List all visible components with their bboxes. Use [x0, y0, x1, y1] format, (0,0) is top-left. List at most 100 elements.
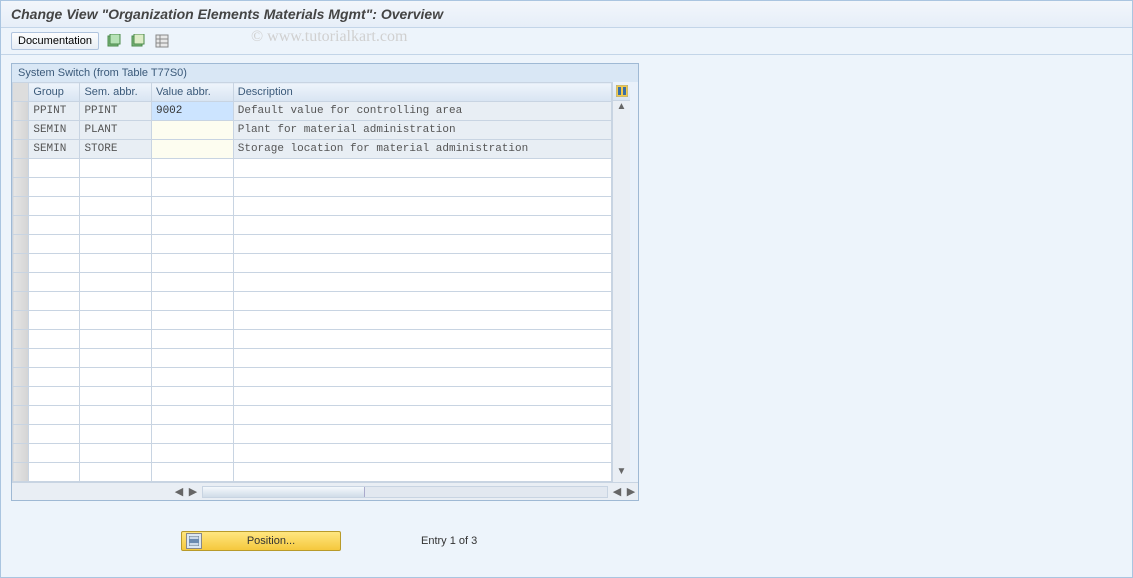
cell-value-abbr[interactable]: [151, 121, 233, 140]
cell-value-abbr[interactable]: [151, 159, 233, 178]
row-selector[interactable]: [13, 330, 29, 349]
row-selector[interactable]: [13, 444, 29, 463]
cell-value-abbr[interactable]: [151, 311, 233, 330]
row-selector[interactable]: [13, 216, 29, 235]
cell-value-abbr[interactable]: [151, 425, 233, 444]
cell-description: [233, 463, 611, 482]
cell-value-abbr[interactable]: [151, 216, 233, 235]
cell-group: [29, 463, 80, 482]
cell-value-abbr[interactable]: [151, 444, 233, 463]
cell-value-abbr[interactable]: [151, 178, 233, 197]
cell-description: Plant for material administration: [233, 121, 611, 140]
table-row: [13, 463, 612, 482]
cell-value-abbr[interactable]: [151, 292, 233, 311]
table-settings-icon[interactable]: [153, 32, 171, 50]
table-row: [13, 159, 612, 178]
table-row: [13, 349, 612, 368]
row-selector[interactable]: [13, 254, 29, 273]
table-row: [13, 444, 612, 463]
row-selector[interactable]: [13, 178, 29, 197]
row-selector[interactable]: [13, 292, 29, 311]
cell-value-abbr[interactable]: [151, 406, 233, 425]
cell-group: [29, 216, 80, 235]
horizontal-scrollbar[interactable]: ◀ ▶ ◀ ▶: [12, 482, 638, 500]
cell-group: [29, 406, 80, 425]
copy-icon[interactable]: [129, 32, 147, 50]
cell-description: [233, 216, 611, 235]
col-header-sem-abbr[interactable]: Sem. abbr.: [80, 83, 152, 102]
row-selector[interactable]: [13, 197, 29, 216]
scroll-left-icon[interactable]: ◀: [172, 485, 186, 498]
table-row: [13, 197, 612, 216]
cell-value-abbr[interactable]: [151, 368, 233, 387]
table-row: SEMINPLANTPlant for material administrat…: [13, 121, 612, 140]
row-selector[interactable]: [13, 273, 29, 292]
cell-value-abbr[interactable]: [151, 349, 233, 368]
cell-description: [233, 197, 611, 216]
documentation-button[interactable]: Documentation: [11, 32, 99, 50]
row-selector[interactable]: [13, 406, 29, 425]
vertical-scrollbar[interactable]: ▲ ▼: [612, 82, 630, 482]
hscroll-thumb[interactable]: [203, 487, 365, 497]
page-title: Change View "Organization Elements Mater…: [11, 6, 443, 22]
row-selector[interactable]: [13, 159, 29, 178]
row-selector[interactable]: [13, 102, 29, 121]
header-select-all[interactable]: [13, 83, 29, 102]
cell-group: [29, 387, 80, 406]
cell-description: [233, 159, 611, 178]
cell-value-abbr[interactable]: [151, 140, 233, 159]
position-button-label: Position...: [206, 535, 336, 547]
cell-group: [29, 254, 80, 273]
scroll-right-icon[interactable]: ▶: [186, 485, 200, 498]
cell-value-abbr[interactable]: [151, 463, 233, 482]
table-row: [13, 330, 612, 349]
cell-sem-abbr: [80, 406, 152, 425]
row-selector[interactable]: [13, 121, 29, 140]
scroll-left-end-icon[interactable]: ◀: [610, 485, 624, 498]
cell-value-abbr[interactable]: [151, 254, 233, 273]
cell-value-abbr[interactable]: [151, 330, 233, 349]
cell-description: Default value for controlling area: [233, 102, 611, 121]
position-button[interactable]: Position...: [181, 531, 341, 551]
row-selector[interactable]: [13, 311, 29, 330]
cell-group: [29, 444, 80, 463]
scroll-right-end-icon[interactable]: ▶: [624, 485, 638, 498]
table-row: [13, 273, 612, 292]
cell-group: [29, 197, 80, 216]
cell-sem-abbr: [80, 463, 152, 482]
cell-value-abbr[interactable]: 9002: [151, 102, 233, 121]
cell-sem-abbr: [80, 273, 152, 292]
row-selector[interactable]: [13, 349, 29, 368]
table-row: [13, 406, 612, 425]
cell-group: PPINT: [29, 102, 80, 121]
scroll-down-icon[interactable]: ▼: [617, 466, 627, 482]
scroll-up-icon[interactable]: ▲: [617, 101, 627, 117]
cell-sem-abbr: PPINT: [80, 102, 152, 121]
cell-sem-abbr: [80, 330, 152, 349]
cell-value-abbr[interactable]: [151, 387, 233, 406]
col-header-value-abbr[interactable]: Value abbr.: [151, 83, 233, 102]
row-selector[interactable]: [13, 463, 29, 482]
header-row: Group Sem. abbr. Value abbr. Description: [13, 83, 612, 102]
row-selector[interactable]: [13, 368, 29, 387]
cell-description: [233, 425, 611, 444]
panel-title: System Switch (from Table T77S0): [12, 64, 638, 82]
cell-value-abbr[interactable]: [151, 197, 233, 216]
cell-value-abbr[interactable]: [151, 235, 233, 254]
new-entries-icon[interactable]: [105, 32, 123, 50]
row-selector[interactable]: [13, 387, 29, 406]
cell-description: [233, 235, 611, 254]
row-selector[interactable]: [13, 425, 29, 444]
table-row: [13, 216, 612, 235]
hscroll-track[interactable]: [202, 486, 608, 498]
row-selector[interactable]: [13, 235, 29, 254]
cell-description: [233, 387, 611, 406]
col-header-description[interactable]: Description: [233, 83, 611, 102]
system-switch-panel: System Switch (from Table T77S0) Group S…: [11, 63, 639, 501]
cell-value-abbr[interactable]: [151, 273, 233, 292]
col-header-group[interactable]: Group: [29, 83, 80, 102]
row-selector[interactable]: [13, 140, 29, 159]
configure-columns-icon[interactable]: [613, 82, 630, 101]
cell-description: [233, 330, 611, 349]
cell-description: [233, 311, 611, 330]
